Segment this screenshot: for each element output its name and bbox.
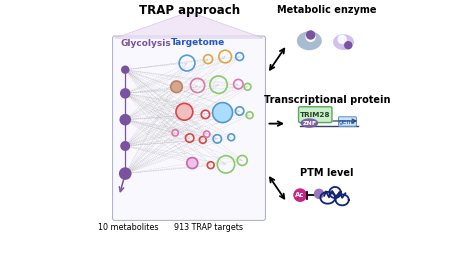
Circle shape xyxy=(187,158,198,169)
Ellipse shape xyxy=(297,31,322,50)
Circle shape xyxy=(176,103,193,120)
Text: 913 TRAP targets: 913 TRAP targets xyxy=(173,223,243,232)
Text: Ac: Ac xyxy=(295,192,305,198)
Ellipse shape xyxy=(337,35,347,44)
Circle shape xyxy=(314,189,324,199)
Polygon shape xyxy=(115,12,263,38)
Circle shape xyxy=(212,103,233,123)
Text: Transcriptional protein: Transcriptional protein xyxy=(264,95,391,105)
Text: TRAP approach: TRAP approach xyxy=(138,4,240,17)
Text: 10 metabolites: 10 metabolites xyxy=(98,223,158,232)
Text: PTM level: PTM level xyxy=(300,168,353,178)
Text: ZNF: ZNF xyxy=(302,120,316,126)
Circle shape xyxy=(171,81,182,93)
Ellipse shape xyxy=(305,32,316,42)
Circle shape xyxy=(344,41,353,49)
Text: Targetome: Targetome xyxy=(171,38,225,47)
Text: Glycolysis: Glycolysis xyxy=(121,39,172,48)
Text: Metabolic enzyme: Metabolic enzyme xyxy=(277,5,376,15)
Ellipse shape xyxy=(301,118,318,128)
Circle shape xyxy=(306,30,315,40)
Text: gene: gene xyxy=(339,119,356,124)
Circle shape xyxy=(120,141,130,151)
Circle shape xyxy=(119,114,131,125)
FancyBboxPatch shape xyxy=(299,107,332,123)
Ellipse shape xyxy=(333,34,354,50)
Circle shape xyxy=(119,167,132,180)
Text: TRIM28: TRIM28 xyxy=(300,112,331,118)
Circle shape xyxy=(121,65,129,74)
Circle shape xyxy=(120,88,130,99)
FancyBboxPatch shape xyxy=(338,117,356,126)
FancyBboxPatch shape xyxy=(113,36,265,220)
Circle shape xyxy=(293,188,307,202)
